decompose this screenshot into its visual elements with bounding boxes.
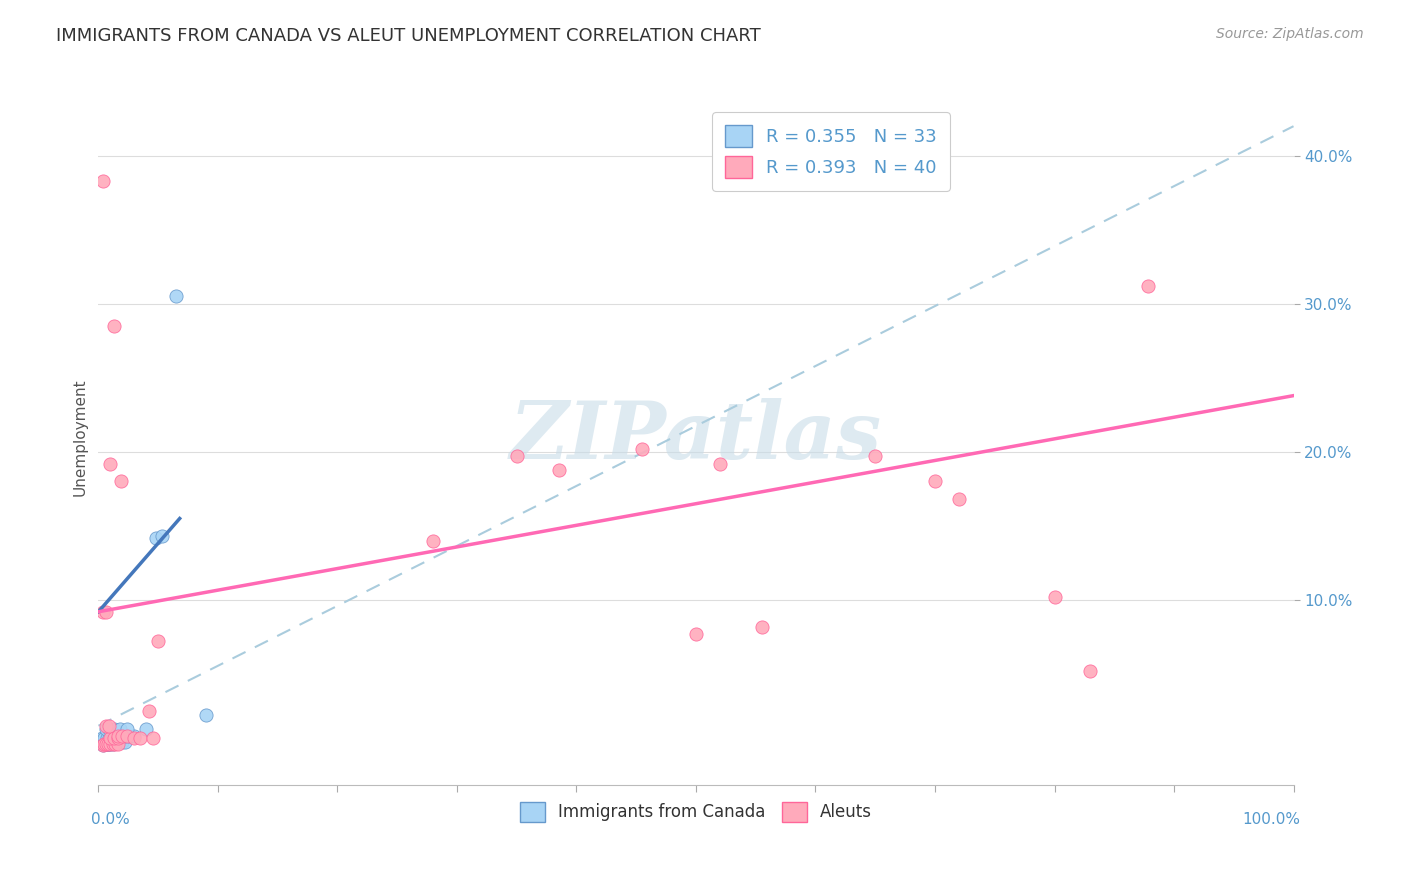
Point	[91, 738, 114, 752]
Point	[103, 731, 125, 745]
Point	[631, 442, 654, 456]
Point	[111, 735, 134, 749]
Point	[114, 735, 136, 749]
Point	[103, 722, 125, 736]
Point	[111, 729, 134, 743]
Point	[948, 492, 970, 507]
Point	[422, 533, 444, 548]
Point	[91, 174, 114, 188]
Point	[709, 457, 731, 471]
Text: IMMIGRANTS FROM CANADA VS ALEUT UNEMPLOYMENT CORRELATION CHART: IMMIGRANTS FROM CANADA VS ALEUT UNEMPLOY…	[56, 27, 761, 45]
Point	[135, 722, 157, 736]
Point	[93, 731, 115, 745]
Point	[97, 737, 120, 751]
Point	[118, 729, 141, 743]
Point	[97, 737, 120, 751]
Point	[98, 457, 122, 471]
Point	[107, 731, 129, 745]
Point	[103, 319, 125, 334]
Point	[94, 737, 117, 751]
Point	[114, 729, 136, 743]
Point	[96, 737, 118, 751]
Point	[104, 737, 127, 751]
Y-axis label: Unemployment: Unemployment	[72, 378, 87, 496]
Point	[98, 737, 122, 751]
Point	[98, 719, 121, 733]
Point	[195, 708, 218, 723]
Point	[98, 731, 122, 745]
Point	[94, 719, 117, 733]
Point	[93, 737, 115, 751]
Point	[110, 729, 132, 743]
Point	[145, 531, 167, 545]
Point	[547, 463, 569, 477]
Point	[110, 475, 132, 489]
Point	[94, 605, 117, 619]
Point	[98, 737, 121, 751]
Point	[91, 605, 114, 619]
Point	[98, 722, 121, 736]
Point	[165, 289, 187, 303]
Point	[924, 475, 946, 489]
Point	[1136, 279, 1159, 293]
Text: 0.0%: 0.0%	[91, 812, 131, 827]
Point	[142, 731, 165, 745]
Point	[98, 731, 121, 745]
Point	[107, 729, 129, 743]
Point	[1043, 590, 1066, 604]
Point	[101, 737, 124, 751]
Point	[100, 729, 122, 743]
Point	[93, 737, 115, 751]
Point	[107, 737, 129, 751]
Point	[150, 529, 173, 543]
Point	[94, 737, 117, 751]
Point	[1080, 664, 1102, 678]
Point	[105, 735, 128, 749]
Point	[94, 722, 117, 736]
Point	[103, 729, 125, 743]
Point	[115, 722, 138, 736]
Point	[685, 627, 707, 641]
Text: 100.0%: 100.0%	[1243, 812, 1301, 827]
Point	[91, 738, 114, 752]
Point	[108, 722, 131, 736]
Point	[129, 731, 152, 745]
Text: ZIPatlas: ZIPatlas	[510, 399, 882, 475]
Point	[148, 634, 170, 648]
Point	[506, 450, 529, 464]
Legend: Immigrants from Canada, Aleuts: Immigrants from Canada, Aleuts	[513, 795, 879, 829]
Point	[865, 450, 887, 464]
Text: Source: ZipAtlas.com: Source: ZipAtlas.com	[1216, 27, 1364, 41]
Point	[124, 729, 146, 743]
Point	[101, 737, 124, 751]
Point	[107, 729, 129, 743]
Point	[751, 619, 773, 633]
Point	[91, 731, 114, 745]
Point	[115, 729, 138, 743]
Point	[108, 735, 131, 749]
Point	[98, 737, 122, 751]
Point	[96, 731, 118, 745]
Point	[138, 704, 160, 718]
Point	[124, 731, 146, 745]
